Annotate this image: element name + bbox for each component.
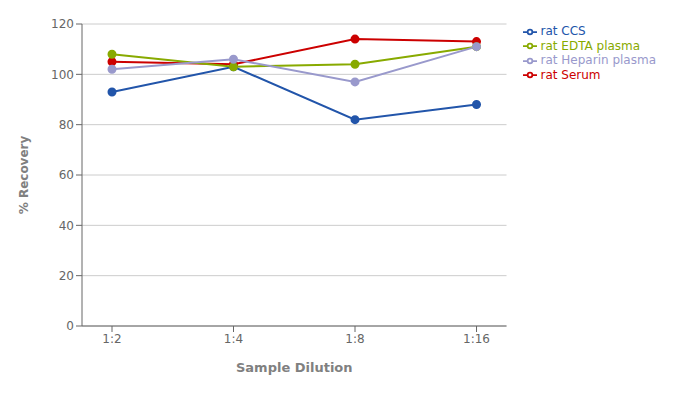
svg-text:20: 20 bbox=[59, 269, 74, 283]
svg-text:1:8: 1:8 bbox=[345, 332, 364, 346]
html-text:rat CCS: rat CCS bbox=[540, 24, 586, 38]
svg-text:40: 40 bbox=[59, 219, 74, 233]
svg-text:100: 100 bbox=[51, 68, 74, 82]
html-text:rat Heparin plasma: rat Heparin plasma bbox=[540, 53, 656, 67]
svg-text:120: 120 bbox=[51, 17, 74, 31]
svg-text:Sample Dilution: Sample Dilution bbox=[236, 360, 353, 375]
html-text:rat Serum: rat Serum bbox=[540, 67, 601, 82]
svg-text:% Recovery: % Recovery bbox=[17, 136, 31, 215]
svg-text:80: 80 bbox=[59, 118, 74, 132]
svg-text:1:16: 1:16 bbox=[463, 332, 490, 346]
svg-text:1:2: 1:2 bbox=[102, 332, 121, 346]
svg-text:60: 60 bbox=[59, 168, 74, 182]
svg-text:1:4: 1:4 bbox=[224, 332, 243, 346]
svg-text:0: 0 bbox=[66, 319, 74, 333]
html-text:rat EDTA plasma: rat EDTA plasma bbox=[540, 38, 641, 53]
